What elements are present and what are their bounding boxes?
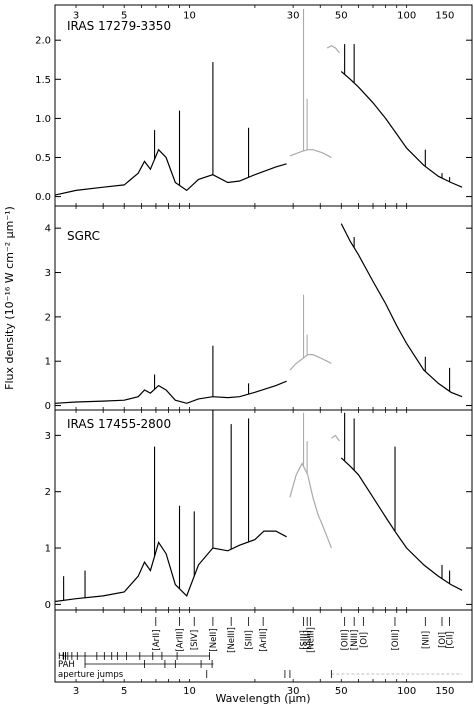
panel-frame <box>54 4 473 207</box>
panel-title: IRAS 17455-2800 <box>67 417 171 431</box>
x-tick-label-top: 150 <box>435 10 454 21</box>
line-id-row-label: HI <box>58 652 67 662</box>
x-tick-label-top: 30 <box>287 10 300 21</box>
y-tick-label: 0 <box>45 401 51 412</box>
x-tick-label-bottom: 100 <box>397 686 416 697</box>
x-tick-label-bottom: 150 <box>435 686 454 697</box>
x-tick-label-top: 50 <box>335 10 348 21</box>
line-id-row-label: aperture jumps <box>58 670 124 680</box>
x-tick-label-bottom: 30 <box>287 686 300 697</box>
series-line <box>289 354 332 371</box>
y-tick-label: 0.0 <box>35 192 51 203</box>
panel-3: IRAS 17455-2800 0 1 2 3 <box>45 409 473 611</box>
panel-title: SGRC <box>67 229 100 243</box>
line-id-label: [ArIII] <box>259 628 269 651</box>
line-id-label: [ArIII] <box>176 628 186 651</box>
x-tick-label-bottom: 3 <box>73 686 79 697</box>
line-id-label: [NIII] <box>350 630 360 651</box>
y-axis-label: Flux density (10⁻¹⁶ W cm⁻² μm⁻¹) <box>3 206 16 390</box>
line-id-row-label: PAH <box>58 660 75 670</box>
line-id-label: [NeIII] <box>306 627 316 653</box>
x-tick-label-top: 100 <box>397 10 416 21</box>
y-tick-label: 0.5 <box>35 153 51 164</box>
x-tick-label-bottom: 50 <box>335 686 348 697</box>
panel-frame <box>54 409 473 611</box>
y-tick-label: 1.0 <box>35 114 51 125</box>
line-id-label: [OIII] <box>391 630 401 651</box>
line-id-label: [ArII] <box>152 630 162 651</box>
series-line <box>326 45 340 54</box>
x-tick-label-bottom: 10 <box>183 686 196 697</box>
y-tick-label: 3 <box>45 431 51 442</box>
line-id-label: [OI] <box>438 632 448 648</box>
series-line <box>289 149 332 159</box>
line-id-panel: [ArII] [ArIII] [SIV] [NeII] [NeIII] [SIII] [Ar… <box>54 609 473 683</box>
y-tick-label: 1 <box>45 357 51 368</box>
panel-frame <box>54 609 473 683</box>
series-line <box>340 71 463 188</box>
line-id-marks: [ArII] [ArIII] [SIV] [NeII] [NeIII] [SIII] [Ar… <box>58 617 463 680</box>
panel-frame <box>54 205 473 411</box>
x-axis-label: Wavelength (μm) <box>215 692 310 705</box>
y-tick-label: 2 <box>45 312 51 323</box>
y-tick-label: 4 <box>45 224 51 235</box>
line-id-label: [NII] <box>421 631 431 649</box>
panel-1: IRAS 17279-3350 0.0 0.5 1.0 1.5 2.0 <box>35 4 473 207</box>
line-id-label: [CII] <box>446 631 456 649</box>
line-id-label: [SIV] <box>190 630 200 650</box>
x-axis: 3 5 10 30 50 100 150 3 5 10 30 50 100 150 <box>73 5 454 697</box>
series-line <box>340 457 463 591</box>
series-line <box>54 530 287 603</box>
series-line <box>340 223 463 398</box>
y-tick-label: 2 <box>45 487 51 498</box>
y-tick-label: 2.0 <box>35 36 51 47</box>
plot-area: 0 1 2 3 <box>45 410 472 611</box>
plot-area: 0 1 2 3 4 <box>45 223 472 412</box>
x-tick-label-bottom: 5 <box>121 686 127 697</box>
line-id-label: [OI] <box>359 632 369 648</box>
line-id-label: [SIII] <box>299 630 309 650</box>
series-line <box>54 148 287 196</box>
line-id-label: [SIII] <box>245 630 255 650</box>
panel-title: IRAS 17279-3350 <box>67 19 171 33</box>
panel-2: SGRC 0 1 2 3 4 <box>45 205 473 412</box>
y-tick-label: 1 <box>45 544 51 555</box>
series-line <box>289 462 332 549</box>
plot-area: 0.0 0.5 1.0 1.5 2.0 <box>35 8 472 203</box>
y-tick-label: 3 <box>45 268 51 279</box>
line-id-label: [NeII] <box>209 628 219 651</box>
line-id-label: [SiII] <box>303 630 313 649</box>
y-tick-label: 1.5 <box>35 75 51 86</box>
x-tick-label-top: 5 <box>121 10 127 21</box>
x-tick-label-top: 10 <box>183 10 196 21</box>
line-id-label: [NeIII] <box>227 627 237 653</box>
series-line <box>331 434 340 442</box>
line-id-label: [OIII] <box>341 630 351 651</box>
series-line <box>54 380 287 404</box>
x-tick-label-top: 3 <box>73 10 79 21</box>
y-tick-label: 0 <box>45 600 51 611</box>
